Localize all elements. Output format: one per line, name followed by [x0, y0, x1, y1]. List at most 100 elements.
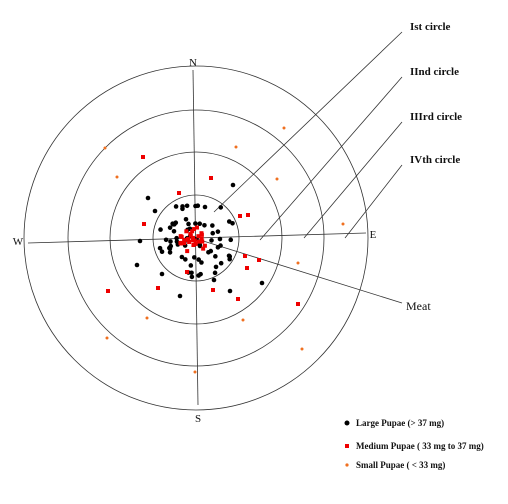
- medium-pupa: [191, 242, 196, 247]
- small-pupa: [105, 336, 109, 340]
- large-pupa: [152, 208, 158, 214]
- medium-pupa: [177, 191, 181, 195]
- large-pupa: [179, 254, 185, 260]
- medium-pupa: [243, 254, 247, 258]
- medium-pupa: [257, 258, 261, 262]
- medium-pupa: [202, 243, 207, 248]
- medium-pupa: [199, 236, 204, 241]
- large-pupa: [168, 239, 173, 244]
- large-pupa: [170, 221, 175, 226]
- north-label: N: [189, 57, 197, 69]
- large-pupa: [193, 221, 198, 226]
- circles: [23, 65, 369, 411]
- large-pupa: [202, 204, 208, 210]
- small-pupa: [282, 126, 286, 130]
- large-pupa: [183, 217, 189, 222]
- south-label: S: [195, 413, 201, 425]
- circle-second: [109, 151, 283, 325]
- small-pupa: [234, 145, 238, 149]
- medium-pupa: [184, 229, 189, 234]
- small-pupa: [103, 146, 107, 150]
- large-pupa: [177, 293, 183, 299]
- large-pupa: [210, 230, 216, 236]
- medium-pupa: [211, 288, 215, 292]
- callout: IInd circle: [410, 66, 459, 78]
- large-pupa: [174, 239, 180, 244]
- west-label: W: [13, 236, 24, 248]
- medium-pupa: [193, 241, 198, 246]
- leader-line: [303, 121, 403, 239]
- circle-outer: [23, 65, 369, 411]
- circle-third: [67, 109, 325, 367]
- medium-pupa: [188, 233, 193, 238]
- medium-pupa: [185, 270, 189, 274]
- medium-pupa: [201, 246, 206, 251]
- medium-pupa: [192, 227, 197, 232]
- large-pupa: [206, 249, 211, 255]
- large-pupa: [227, 256, 232, 262]
- large-pupa: [137, 238, 143, 244]
- large-pupa: [159, 271, 165, 277]
- large-pupa: [188, 263, 194, 268]
- large-pupa: [228, 237, 234, 243]
- large-pupa: [159, 249, 165, 255]
- large-pupa: [163, 237, 169, 243]
- large-pupa: [191, 255, 197, 260]
- medium-pupa: [236, 297, 240, 301]
- large-pupa: [183, 257, 188, 262]
- callout: IIIrd circle: [410, 111, 462, 123]
- callout: Ist circle: [410, 21, 451, 33]
- callout: Meat: [406, 299, 431, 313]
- large-pupa: [174, 235, 179, 241]
- medium-pupa: [194, 225, 199, 230]
- east-label: E: [370, 229, 377, 241]
- legend-label: Small Pupae ( < 33 mg): [356, 460, 445, 470]
- large-pupa: [193, 203, 198, 209]
- small-pupa: [300, 347, 304, 351]
- large-pupa: [167, 250, 173, 255]
- medium-pupa: [238, 214, 242, 218]
- large-pupa: [173, 204, 179, 209]
- large-pupa: [218, 205, 224, 210]
- large-pupa: [212, 270, 218, 276]
- medium-pupa: [178, 240, 183, 245]
- medium-pupa: [106, 289, 110, 293]
- large-pupa: [210, 223, 215, 228]
- large-pupa: [167, 225, 173, 230]
- medium-pupa: [185, 249, 190, 254]
- medium-pupa: [182, 241, 187, 246]
- medium-pupa: [142, 222, 146, 226]
- large-pupa: [199, 260, 204, 265]
- leader-line: [213, 31, 403, 213]
- large-pupa: [259, 280, 265, 286]
- large-pupa: [215, 245, 221, 250]
- medium-pupa: [156, 286, 160, 290]
- medium-pupa: [296, 302, 300, 306]
- medium-pupa: [190, 229, 195, 234]
- medium-pupa: [191, 238, 196, 243]
- large-pupa: [180, 204, 185, 209]
- callout-lines: [199, 31, 403, 304]
- large-pupa: [189, 274, 195, 280]
- medium-pupa: [196, 239, 201, 244]
- large-pupa: [184, 203, 190, 209]
- large-pupa: [215, 229, 221, 234]
- small-pupa: [241, 318, 245, 322]
- medium-pupa: [199, 231, 204, 236]
- legend-swatch: [345, 444, 349, 448]
- large-pupa: [217, 236, 223, 242]
- large-pupa: [209, 238, 214, 243]
- large-pupa: [202, 222, 207, 228]
- large-pupa: [158, 227, 163, 232]
- legend-label: Large Pupae (> 37 mg): [356, 418, 444, 428]
- small-pupa: [341, 222, 345, 226]
- large-pupa: [211, 277, 217, 283]
- medium-pupa: [196, 234, 201, 239]
- large-pupa: [213, 264, 219, 270]
- medium-pupa: [178, 234, 183, 239]
- medium-pupa: [190, 235, 195, 240]
- callout: IVth circle: [410, 154, 460, 166]
- large-pupa: [196, 257, 201, 262]
- large-pupa: [171, 229, 177, 234]
